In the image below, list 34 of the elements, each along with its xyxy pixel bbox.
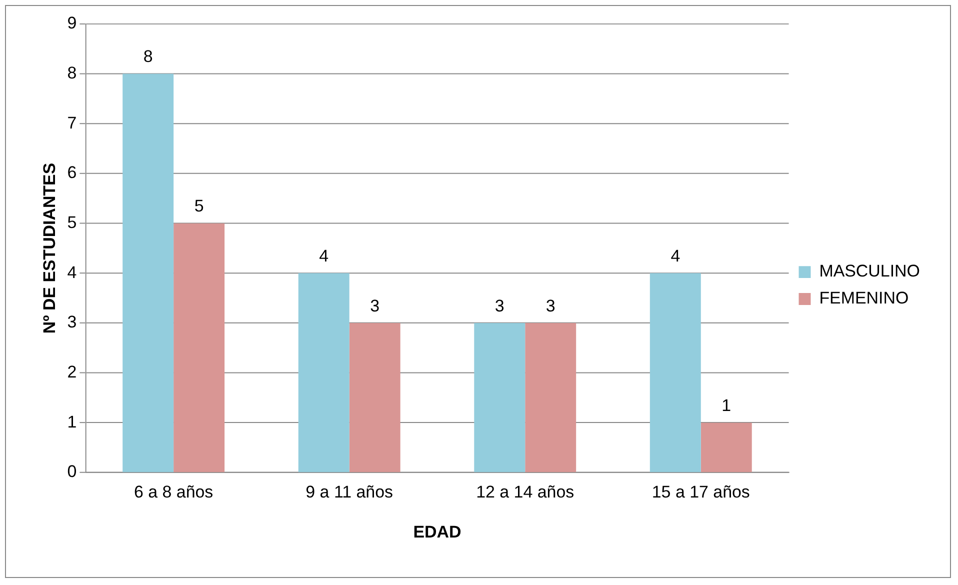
bar: [700, 422, 752, 472]
y-axis-title: Nº DE ESTUDIANTES: [40, 162, 59, 334]
data-label: 3: [370, 296, 380, 316]
y-tick-label: 7: [67, 113, 77, 132]
bar: [650, 273, 701, 472]
x-axis-title: EDAD: [413, 522, 462, 542]
x-tick-label: 15 a 17 años: [652, 482, 750, 502]
y-tick-label: 6: [67, 163, 77, 182]
x-tick-label: 6 a 8 años: [134, 482, 214, 502]
data-label: 4: [319, 246, 329, 266]
data-label: 3: [546, 296, 556, 316]
y-tick-label: 3: [67, 312, 77, 332]
bar: [525, 323, 576, 472]
bar: [349, 323, 400, 472]
x-tick-label: 12 a 14 años: [476, 482, 574, 502]
y-tick-label: 8: [67, 63, 77, 82]
bar: [298, 273, 350, 472]
data-label: 5: [194, 196, 204, 216]
data-label: 8: [143, 47, 153, 66]
x-tick-label: 9 a 11 años: [306, 482, 394, 502]
y-tick-label: 2: [67, 362, 77, 382]
legend-label: FEMENINO: [819, 288, 909, 308]
y-tick-label: 5: [67, 213, 77, 232]
y-tick-label: 4: [67, 262, 77, 282]
y-tick-label: 9: [67, 14, 77, 33]
y-tick-label: 0: [67, 462, 77, 482]
bar: [174, 223, 225, 472]
legend-label: MASCULINO: [819, 262, 920, 281]
data-label: 1: [722, 396, 732, 415]
bar: [122, 74, 174, 472]
data-label: 4: [670, 246, 680, 266]
bar: [474, 323, 526, 472]
data-label: 3: [494, 296, 504, 316]
y-tick-label: 1: [67, 412, 77, 432]
